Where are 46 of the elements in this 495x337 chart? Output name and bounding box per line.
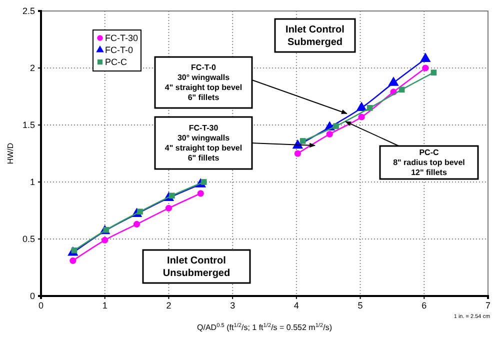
x-tick-label: 7 [485,300,491,310]
text-box: FC-T-30 30° wingwalls 4" straight top bevel 6" fillets [154,116,253,170]
point [388,76,399,86]
legend-label: FC-T-0 [105,45,133,55]
point [165,204,172,212]
point [70,257,76,264]
y-tick-label: 2 [30,62,35,73]
point [133,220,140,228]
point [366,104,373,111]
x-tick-label: 6 [422,300,427,310]
point [197,190,204,197]
point [333,123,339,130]
y-tick-label: 0.5 [22,234,35,244]
point [420,52,431,62]
annotation: Inlet Control Submerged [286,24,345,48]
text-box: Inlet Control Unsubmerged [142,249,251,284]
point [102,236,108,244]
point [398,86,405,93]
annotation: FC-T-30 30° wingwalls 4" straight top bevel 6" fillets [164,124,242,163]
y-axis-title: HW/D [6,142,15,164]
annotation: Inlet Control Unsubmerged [162,256,230,279]
text-box: Inlet Control Submerged [274,18,356,53]
text: Q/AD$^{0.5}$ (ft$^{1/2}$/s; 1 ft$^{1/2}$/s = 0.552 m$^{1/2}$/s) [197,323,332,332]
x-tick-label: 1 [102,300,108,310]
point [422,64,429,72]
point [430,70,437,76]
x-tick-label: 0 [38,300,44,310]
text-box: FC-T-0 30° wingwalls 4" straight top bevel 6" fillets [154,56,253,109]
annotation: FC-T-0 30° wingwalls 4" straight top bevel 6" fillets [164,63,242,102]
point [356,102,367,111]
point [358,114,365,120]
y-tick-label: 0 [30,290,35,301]
x-tick-label: 5 [358,300,363,310]
legend-label: FC-T-30 [105,33,138,43]
y-tick-label: 1.5 [22,120,35,130]
y-tick-label: 1 [30,176,35,187]
point [326,130,333,138]
x-tick-label: 3 [230,300,236,310]
point [294,150,301,157]
legend-label: PC-C [105,57,128,67]
x-tick-label: 4 [294,300,299,310]
x-tick-label: 2 [166,300,172,310]
point [300,138,306,144]
y-tick-label: 2.5 [22,6,35,16]
annotation: PC-C 8" radius top bevel 12" fillets [393,148,465,178]
text-box: PC-C 8" radius top bevel 12" fillets [379,145,479,180]
